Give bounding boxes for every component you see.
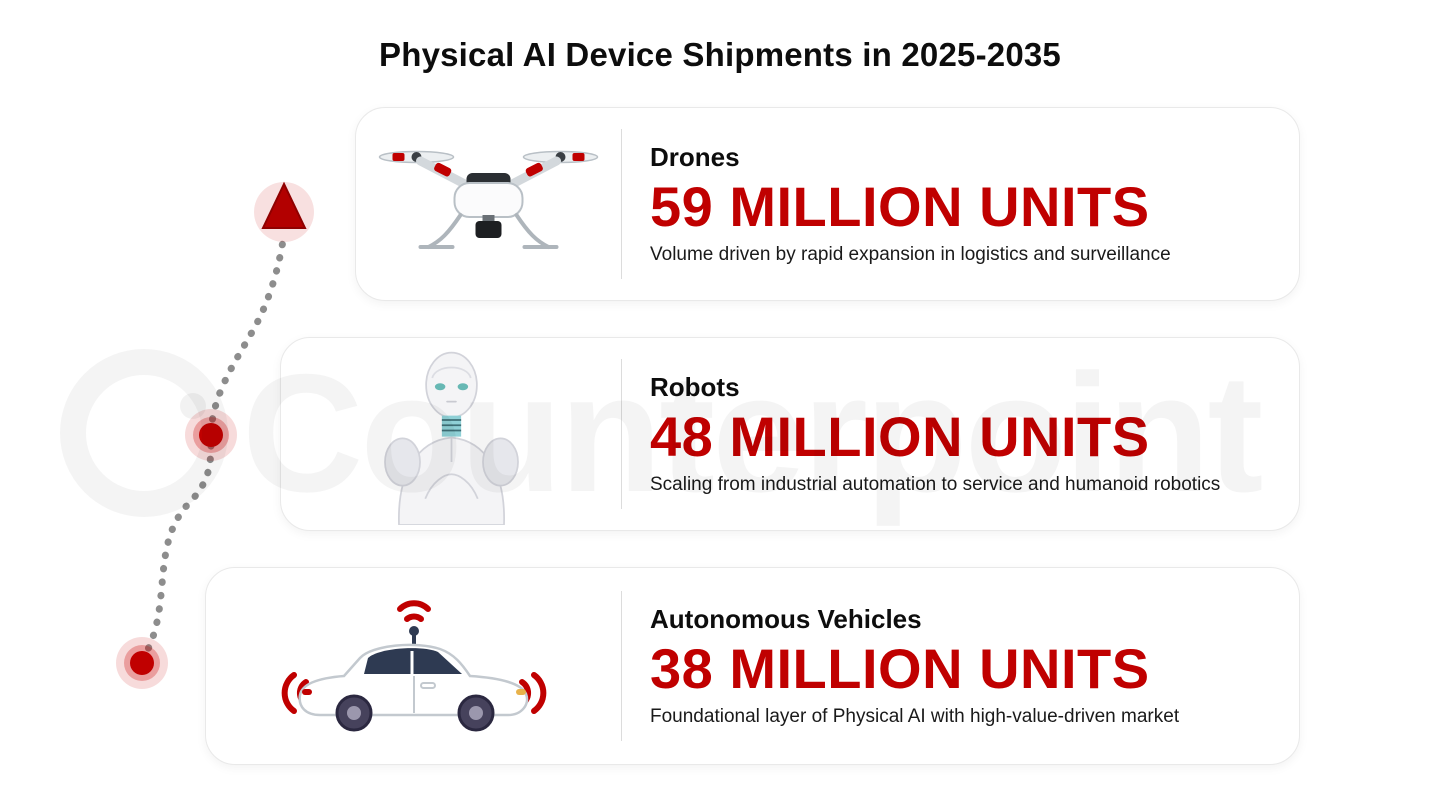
card-content: Robots 48 MILLION UNITS Scaling from ind…: [622, 372, 1299, 495]
card-title: Autonomous Vehicles: [650, 604, 922, 635]
card-description: Volume driven by rapid expansion in logi…: [650, 243, 1171, 265]
card-divider: [621, 129, 622, 279]
stat-card-drones: Drones 59 MILLION UNITS Volume driven by…: [355, 107, 1300, 301]
car-illustration: [281, 600, 546, 732]
drone-icon: [356, 108, 621, 300]
dot-glow: [116, 637, 168, 689]
card-description: Scaling from industrial automation to se…: [650, 473, 1221, 495]
stat-card-autonomous-vehicles: Autonomous Vehicles 38 MILLION UNITS Fou…: [205, 567, 1300, 765]
autonomous-vehicle-icon: [206, 568, 621, 764]
drone-illustration: [378, 150, 599, 249]
arrow-glow: [254, 182, 314, 242]
robot-illustration: [383, 351, 519, 525]
robot-icon: [281, 338, 621, 530]
card-value: 48 MILLION UNITS: [650, 405, 1150, 469]
card-value: 38 MILLION UNITS: [650, 637, 1150, 701]
card-title: Drones: [650, 142, 740, 173]
card-value: 59 MILLION UNITS: [650, 175, 1150, 239]
watermark-logo-icon: [60, 349, 228, 517]
watermark-logo-dot: [180, 393, 206, 419]
card-content: Drones 59 MILLION UNITS Volume driven by…: [622, 142, 1299, 265]
arrow-up-icon: [261, 181, 307, 229]
dot-glow: [193, 417, 229, 453]
card-title: Robots: [650, 372, 740, 403]
dot-glow: [124, 645, 160, 681]
stat-card-robots: Robots 48 MILLION UNITS Scaling from ind…: [280, 337, 1300, 531]
card-content: Autonomous Vehicles 38 MILLION UNITS Fou…: [622, 604, 1299, 727]
path-dot-icon: [199, 423, 223, 447]
path-dot-icon: [130, 651, 154, 675]
card-divider: [621, 591, 622, 741]
page-title: Physical AI Device Shipments in 2025-203…: [379, 36, 1061, 73]
card-description: Foundational layer of Physical AI with h…: [650, 705, 1180, 727]
card-divider: [621, 359, 622, 509]
dot-glow: [185, 409, 237, 461]
